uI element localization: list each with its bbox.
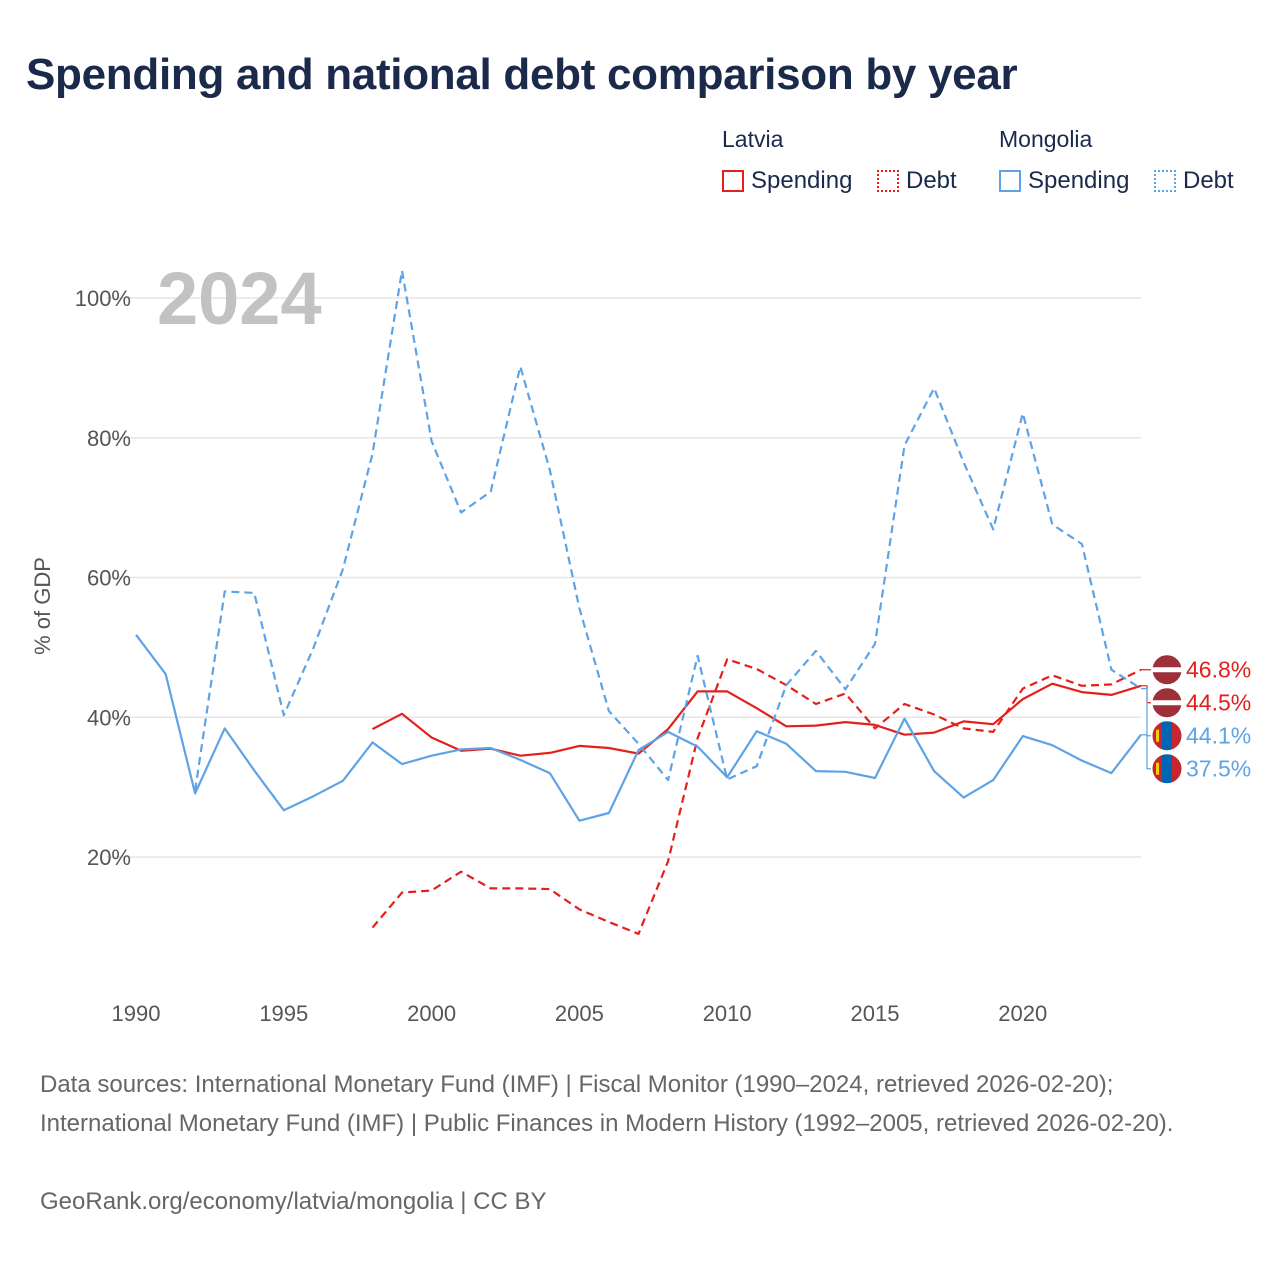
y-tick-label: 40% — [87, 705, 131, 730]
latvia-flag-icon — [1151, 687, 1183, 719]
mongolia-debt-line — [194, 269, 1142, 791]
x-tick-label: 1990 — [112, 1001, 161, 1026]
year-watermark: 2024 — [157, 257, 322, 340]
series-lines — [135, 269, 1142, 936]
end-label-connector — [1141, 734, 1151, 770]
x-axis-ticks: 1990 1995 2000 2005 2010 2015 2020 — [112, 1001, 1048, 1026]
grid-lines — [106, 297, 1141, 858]
legend-latvia-spending-label: Spending — [751, 167, 853, 194]
end-labels: 46.8% 44.5% 44.1% 37.5% — [1141, 654, 1251, 785]
x-tick-label: 2015 — [850, 1001, 899, 1026]
latvia-spending-line — [371, 682, 1142, 757]
end-value-label: 44.5% — [1186, 690, 1251, 716]
end-value-label: 37.5% — [1186, 756, 1251, 782]
x-tick-label: 2005 — [555, 1001, 604, 1026]
y-tick-label: 20% — [87, 845, 131, 870]
legend-solid-swatch-icon — [722, 170, 744, 192]
legend-mongolia-spending-label: Spending — [1028, 167, 1130, 194]
y-tick-label: 100% — [75, 286, 131, 311]
footer-sources: Data sources: International Monetary Fun… — [40, 1071, 1174, 1137]
y-axis-label: % of GDP — [30, 557, 55, 655]
legend-mongolia-debt-label: Debt — [1183, 167, 1234, 194]
legend-dotted-swatch-icon — [1154, 170, 1176, 192]
legend-dotted-swatch-icon — [877, 170, 899, 192]
legend-group-latvia: Latvia — [722, 126, 784, 152]
chart-plot: 2024 20% 40% 60% 80% 100% 1990 1995 2000 2005 20… — [30, 257, 1251, 1026]
mongolia-flag-icon — [1151, 753, 1183, 785]
x-tick-label: 2010 — [703, 1001, 752, 1026]
legend-mongolia-spending[interactable]: Spending — [999, 167, 1129, 195]
y-tick-label: 60% — [87, 566, 131, 591]
footer-credit: GeoRank.org/economy/latvia/mongolia | CC… — [40, 1188, 547, 1215]
legend-latvia-spending[interactable]: Spending — [722, 167, 852, 195]
x-tick-label: 1995 — [259, 1001, 308, 1026]
mongolia-spending-line — [135, 634, 1142, 822]
legend-group-mongolia: Mongolia — [999, 126, 1093, 152]
legend-latvia-debt[interactable]: Debt — [877, 167, 957, 195]
mongolia-flag-icon — [1151, 720, 1183, 752]
y-axis-ticks: 20% 40% 60% 80% 100% — [75, 286, 131, 870]
x-tick-label: 2000 — [407, 1001, 456, 1026]
latvia-debt-line — [371, 658, 1142, 936]
end-label-connector — [1141, 688, 1151, 737]
x-tick-label: 2020 — [998, 1001, 1047, 1026]
end-value-label: 44.1% — [1186, 723, 1251, 749]
legend-solid-swatch-icon — [999, 170, 1021, 192]
chart-title: Spending and national debt comparison by… — [26, 50, 1018, 99]
legend-mongolia-debt[interactable]: Debt — [1154, 167, 1234, 195]
legend-latvia-debt-label: Debt — [906, 167, 957, 194]
end-value-label: 46.8% — [1186, 657, 1251, 683]
latvia-flag-icon — [1151, 654, 1183, 686]
y-tick-label: 80% — [87, 426, 131, 451]
